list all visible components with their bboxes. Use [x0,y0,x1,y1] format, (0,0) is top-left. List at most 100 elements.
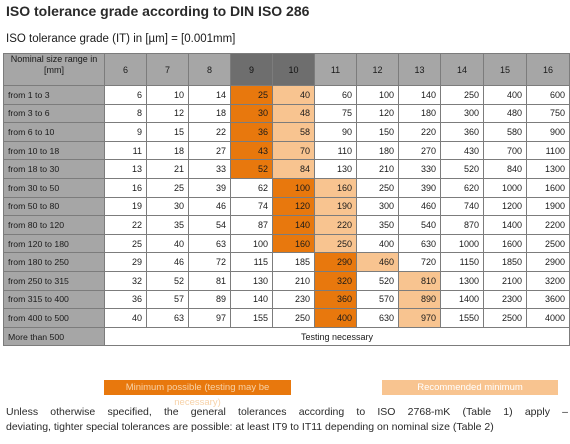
table-cell: 210 [356,159,399,179]
table-cell: 48 [272,103,315,124]
table-cell: 10 [146,85,189,105]
table-cell: 460 [398,196,441,217]
table-cell: 1550 [440,308,484,328]
table-cell: 30 [230,103,273,124]
column-header-it16: 16 [526,53,570,86]
table-cell: 84 [272,159,315,179]
table-row: from 30 to 50 16 25 39 62 100 160 250 390 620 1000… [3,177,570,198]
table-cell: 22 [188,122,231,142]
table-cell: 430 [440,140,484,161]
table-cell: 120 [356,103,399,124]
table-cell: 350 [356,215,399,235]
table-cell: 1850 [483,252,527,272]
table-cell: 11 [104,140,147,161]
table-cell: 570 [356,289,399,310]
column-header-it13: 13 [398,53,441,86]
table-cell: 320 [314,270,357,291]
table-cell: 36 [104,289,147,310]
table-cell: 6 [104,85,147,105]
table-cell: 1150 [440,252,484,272]
column-header-it15: 15 [483,53,527,86]
table-cell: 600 [526,85,570,105]
table-cell: 180 [356,140,399,161]
row-label: from 250 to 315 [3,270,105,291]
table-cell: 900 [526,122,570,142]
table-cell: 1100 [526,140,570,161]
row-label: from 180 to 250 [3,252,105,272]
table-cell: 630 [356,308,399,328]
table-cell: 1600 [526,177,570,198]
table-cell: 180 [398,103,441,124]
table-cell: 54 [188,215,231,235]
table-row: from 180 to 250 29 46 72 115 185 290 460 720 1150… [3,252,570,272]
table-cell: 39 [188,177,231,198]
column-header-it6: 6 [104,53,147,86]
table-cell: 1200 [483,196,527,217]
table-cell: 100 [356,85,399,105]
table-cell: 190 [314,196,357,217]
table-cell: 46 [188,196,231,217]
table-cell: 62 [230,177,273,198]
table-cell: 185 [272,252,315,272]
table-cell: 40 [104,308,147,328]
row-label: More than 500 [3,326,105,347]
table-cell: 1300 [526,159,570,179]
legend-minimum: Minimum possible (testing may be necessa… [104,380,291,408]
column-header-it12: 12 [356,53,399,86]
table-cell: 81 [188,270,231,291]
table-cell: 14 [188,85,231,105]
table-cell: 160 [314,177,357,198]
table-cell: 130 [230,270,273,291]
table-row-more-than-500: More than 500 Testing necessary [3,326,570,347]
table-row: from 18 to 30 13 21 33 52 84 130 210 330 520 840 13… [3,159,570,179]
table-cell: 620 [440,177,484,198]
table-cell: 580 [483,122,527,142]
table-cell: 52 [230,159,273,179]
table-cell: 57 [146,289,189,310]
table-cell: 115 [230,252,273,272]
table-cell: 40 [272,85,315,105]
table-cell: 43 [230,140,273,161]
table-cell: 25 [104,233,147,254]
table-subtitle: ISO tolerance grade (IT) in [µm] = [0.00… [6,33,236,45]
table-cell: 270 [398,140,441,161]
legend-recommended: Recommended minimum [382,380,558,395]
table-cell: 60 [314,85,357,105]
table-cell: 1900 [526,196,570,217]
table-cell: 140 [230,289,273,310]
row-label: from 30 to 50 [3,177,105,198]
table-cell: 720 [398,252,441,272]
table-cell: 220 [314,215,357,235]
table-cell: 15 [146,122,189,142]
table-cell: 520 [440,159,484,179]
table-cell: 480 [483,103,527,124]
table-cell: 360 [440,122,484,142]
table-cell: 110 [314,140,357,161]
row-label: from 315 to 400 [3,289,105,310]
table-cell: 540 [398,215,441,235]
table-row: from 250 to 315 32 52 81 130 210 320 520 810 1300… [3,270,570,291]
table-cell: 12 [146,103,189,124]
table-cell: 74 [230,196,273,217]
table-cell: 520 [356,270,399,291]
table-cell: 2500 [483,308,527,328]
table-cell: 63 [146,308,189,328]
table-row: from 400 to 500 40 63 97 155 250 400 630 970 1550… [3,308,570,328]
table-cell: 2300 [483,289,527,310]
table-cell: 740 [440,196,484,217]
table-cell: 400 [483,85,527,105]
table-cell: 100 [230,233,273,254]
table-cell: 2200 [526,215,570,235]
table-cell: 13 [104,159,147,179]
table-cell: 100 [272,177,315,198]
table-cell: 1000 [483,177,527,198]
table-cell: 2900 [526,252,570,272]
table-cell: 2100 [483,270,527,291]
table-cell: 52 [146,270,189,291]
table-cell: 400 [356,233,399,254]
table-cell: 97 [188,308,231,328]
table-cell: 90 [314,122,357,142]
header-nominal-size: Nominal size range in [mm] [3,53,105,86]
table-cell: 25 [146,177,189,198]
column-header-it7: 7 [146,53,189,86]
